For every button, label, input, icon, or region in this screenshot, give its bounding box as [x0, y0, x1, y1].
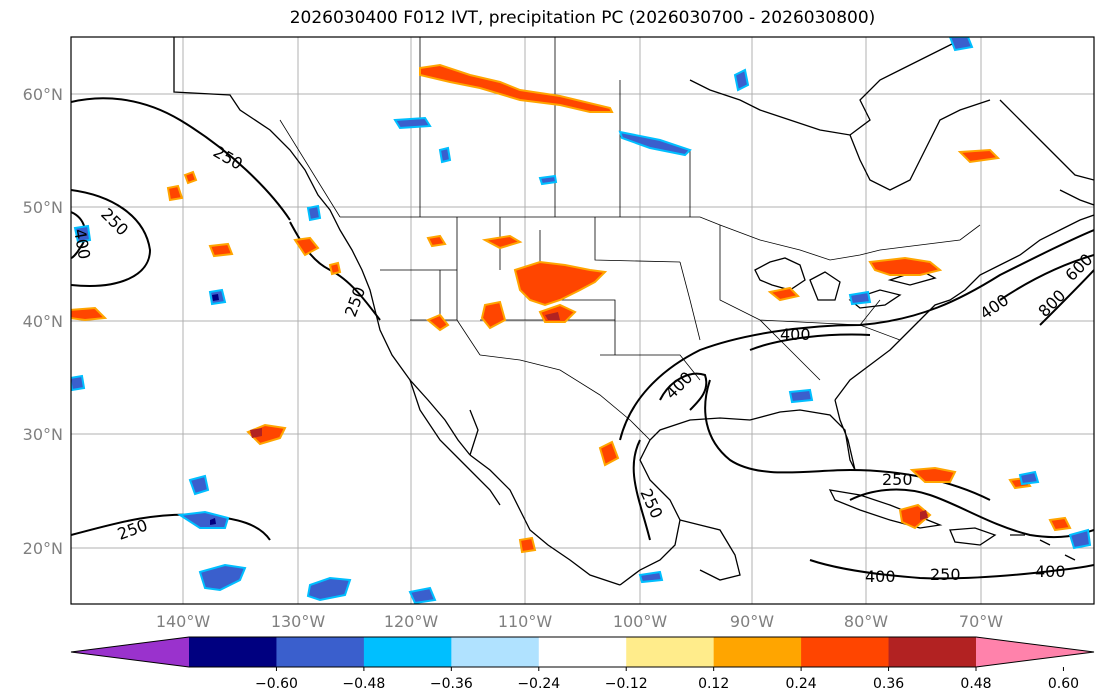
- lon-label-100w: 100°W: [613, 612, 668, 631]
- colorbar-outline: [70, 636, 1095, 668]
- colorbar-extend-high: [976, 637, 1094, 667]
- lon-label-70w: 70°W: [959, 612, 1003, 631]
- colorbar-swatch: [451, 637, 540, 667]
- contour-label: 250: [930, 565, 961, 584]
- lon-label-140w: 140°W: [156, 612, 211, 631]
- colorbar-tick-label: 0.36: [873, 676, 904, 692]
- lat-label-20n: 20°N: [23, 539, 63, 558]
- gridlines: [71, 37, 1094, 604]
- contour-label: 400: [1035, 562, 1066, 581]
- colorbar-tick-label: −0.12: [605, 676, 648, 692]
- colorbar-tick-label: −0.24: [517, 676, 560, 692]
- colorbar-swatch: [538, 637, 627, 667]
- lon-label-130w: 130°W: [271, 612, 326, 631]
- lon-label-110w: 110°W: [498, 612, 553, 631]
- lat-label-30n: 30°N: [23, 425, 63, 444]
- colorbar-tick-label: 0.12: [698, 676, 729, 692]
- lon-label-90w: 90°W: [730, 612, 774, 631]
- colorbar-tick-label: 0.60: [1048, 676, 1079, 692]
- lon-label-120w: 120°W: [384, 612, 439, 631]
- colorbar-swatch: [276, 637, 365, 667]
- map-frame: [70, 36, 1095, 605]
- contour-label: 400: [70, 227, 94, 260]
- colorbar-tick-label: −0.48: [342, 676, 385, 692]
- colorbar-swatch: [801, 637, 890, 667]
- longitude-labels: 140°W 130°W 120°W 110°W 100°W 90°W 80°W …: [156, 612, 1003, 631]
- lat-label-40n: 40°N: [23, 312, 63, 331]
- colorbar-tick-label: −0.60: [255, 676, 298, 692]
- lat-label-50n: 50°N: [23, 198, 63, 217]
- colorbar-swatch: [713, 637, 802, 667]
- lat-label-60n: 60°N: [23, 85, 63, 104]
- map-title: 2026030400 F012 IVT, precipitation PC (2…: [289, 8, 876, 28]
- colorbar-tick-label: 0.24: [786, 676, 817, 692]
- colorbar-tick-label: −0.36: [430, 676, 473, 692]
- colorbar: −0.60 −0.48 −0.36 −0.24 −0.12 0.12 0.24 0.36 0.4…: [70, 636, 1095, 692]
- colorbar-tick-label: 0.48: [960, 676, 991, 692]
- contour-label: 400: [780, 325, 811, 344]
- colorbar-swatch: [363, 637, 452, 667]
- precip-anomalies: [71, 37, 1092, 604]
- colorbar-swatch: [189, 637, 277, 667]
- colorbar-swatch: [888, 637, 977, 667]
- colorbar-swatch: [626, 637, 715, 667]
- contour-label: 400: [865, 567, 896, 586]
- coastlines: [173, 37, 1094, 586]
- colorbar-extend-low: [71, 637, 189, 667]
- map-panel: 250 250 400 250 250 400 400 400 800 600 …: [70, 36, 1095, 605]
- contour-label: 250: [882, 470, 913, 489]
- latitude-labels: 60°N 50°N 40°N 30°N 20°N: [23, 85, 63, 558]
- lon-label-80w: 80°W: [844, 612, 888, 631]
